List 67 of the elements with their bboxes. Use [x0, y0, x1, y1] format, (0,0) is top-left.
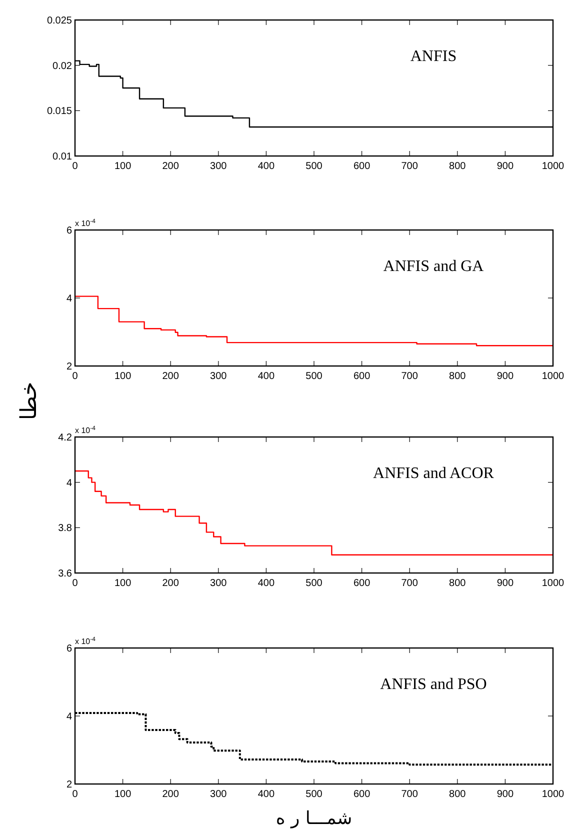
x-tick-label: 400	[258, 371, 275, 382]
x-tick-label: 500	[306, 161, 323, 172]
x-tick-label: 500	[306, 578, 323, 589]
y-tick-label: 0.01	[52, 152, 72, 162]
x-tick-label: 300	[210, 371, 228, 382]
x-tick-label: 100	[114, 371, 132, 382]
x-tick-label: 900	[496, 789, 514, 800]
x-tick-label: 100	[114, 161, 132, 172]
text: ANFIS	[410, 48, 457, 65]
x-tick-label: 200	[162, 578, 180, 589]
x-tick-label: 700	[401, 578, 418, 589]
y-tick-label: 4	[66, 294, 72, 304]
x-tick-label: 400	[258, 578, 275, 589]
y-tick-label: 3.6	[58, 568, 72, 580]
x-tick-label: 600	[353, 789, 371, 800]
text: x 10$^{-4}$	[75, 425, 96, 435]
x-tick-label: 0	[72, 161, 78, 172]
x-tick-label: 200	[162, 789, 180, 800]
x-tick-label: 500	[306, 371, 323, 382]
x-tick-label: 500	[306, 789, 323, 800]
y-tick-label: 4	[66, 478, 72, 489]
text: x 10$^{-4}$	[75, 636, 96, 646]
x-tick-label: 100	[114, 789, 132, 800]
x-tick-label: 0	[72, 578, 78, 589]
text: ANFIS and GA	[383, 258, 484, 275]
x-tick-label: 300	[210, 789, 228, 800]
text: ANFIS and PSO	[380, 676, 487, 693]
x-tick-label: 700	[401, 161, 418, 172]
y-tick-label: 2	[66, 362, 72, 372]
x-tick-label: 700	[401, 371, 418, 382]
x-tick-label: 800	[449, 578, 466, 589]
x-tick-label: 300	[210, 578, 228, 589]
x-tick-label: 600	[353, 161, 371, 172]
y-tick-label: 3.8	[58, 523, 72, 534]
x-tick-label: 0	[72, 371, 78, 382]
x-tick-label: 100	[114, 578, 132, 589]
y-tick-label: 6	[66, 226, 72, 236]
x-axis-title: شمـــا ر ه	[276, 808, 352, 829]
x-tick-label: 800	[449, 161, 466, 172]
x-tick-label: 1000	[542, 371, 565, 382]
x-tick-label: 0	[72, 789, 78, 800]
y-tick-label: 0.02	[52, 60, 72, 72]
x-tick-label: 900	[496, 161, 514, 172]
y-tick-label: 4	[66, 712, 72, 722]
y-tick-label: 4.2	[58, 432, 72, 444]
x-tick-label: 600	[353, 371, 371, 382]
y-tick-label: 2	[66, 780, 72, 790]
text: ANFIS and ACOR	[373, 464, 494, 482]
x-tick-label: 700	[401, 789, 418, 800]
x-tick-label: 800	[449, 789, 466, 800]
x-tick-label: 1000	[542, 789, 565, 800]
x-tick-label: 400	[258, 789, 275, 800]
x-tick-label: 800	[449, 371, 466, 382]
y-tick-label: 0.025	[46, 16, 72, 26]
x-tick-label: 200	[162, 161, 180, 172]
x-tick-label: 200	[162, 371, 180, 382]
y-tick-label: 0.015	[46, 106, 72, 118]
text: x 10$^{-4}$	[75, 218, 96, 228]
x-tick-label: 400	[258, 161, 275, 172]
x-tick-label: 300	[210, 161, 228, 172]
x-tick-label: 1000	[542, 578, 565, 589]
x-tick-label: 900	[496, 578, 514, 589]
x-tick-label: 1000	[542, 161, 565, 172]
x-tick-label: 600	[353, 578, 371, 589]
y-axis-title: خطا	[17, 382, 42, 420]
y-tick-label: 6	[66, 644, 72, 654]
x-tick-label: 900	[496, 371, 514, 382]
